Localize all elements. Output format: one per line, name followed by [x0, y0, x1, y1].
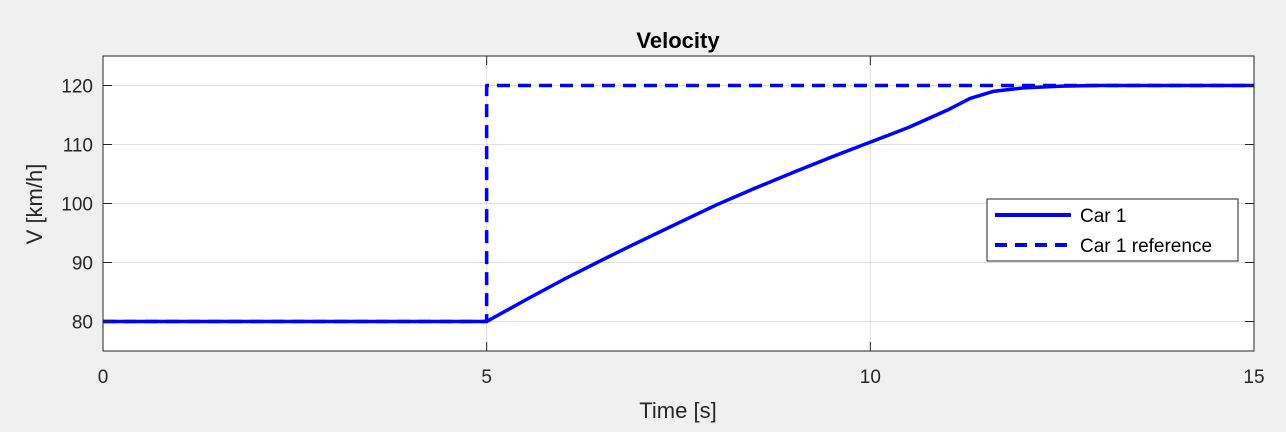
y-tick-label: 90: [72, 254, 93, 275]
y-tick-label: 120: [61, 77, 93, 98]
x-tick-label: 15: [1243, 367, 1264, 388]
x-tick-label: 0: [98, 367, 109, 388]
y-tick-label: 80: [72, 313, 93, 334]
series-line-car-1-reference: [103, 83, 1254, 324]
legend: Car 1 Car 1 reference: [986, 198, 1239, 262]
x-tick-label: 10: [860, 367, 881, 388]
ticks: 0 5 10 15 80 90 100 110 120: [61, 56, 1265, 388]
x-axis-label: Time [s]: [639, 398, 716, 423]
y-tick-label: 110: [63, 136, 93, 157]
series-layer: [103, 83, 1254, 324]
y-tick-label: 100: [61, 195, 93, 216]
chart-title: Velocity: [636, 28, 720, 53]
x-tick-label: 5: [481, 367, 492, 388]
y-axis-label: V [km/h]: [22, 164, 47, 245]
legend-label-car-1: Car 1: [1080, 206, 1126, 227]
legend-label-car-1-reference: Car 1 reference: [1080, 236, 1212, 257]
legend-box: [986, 198, 1239, 262]
